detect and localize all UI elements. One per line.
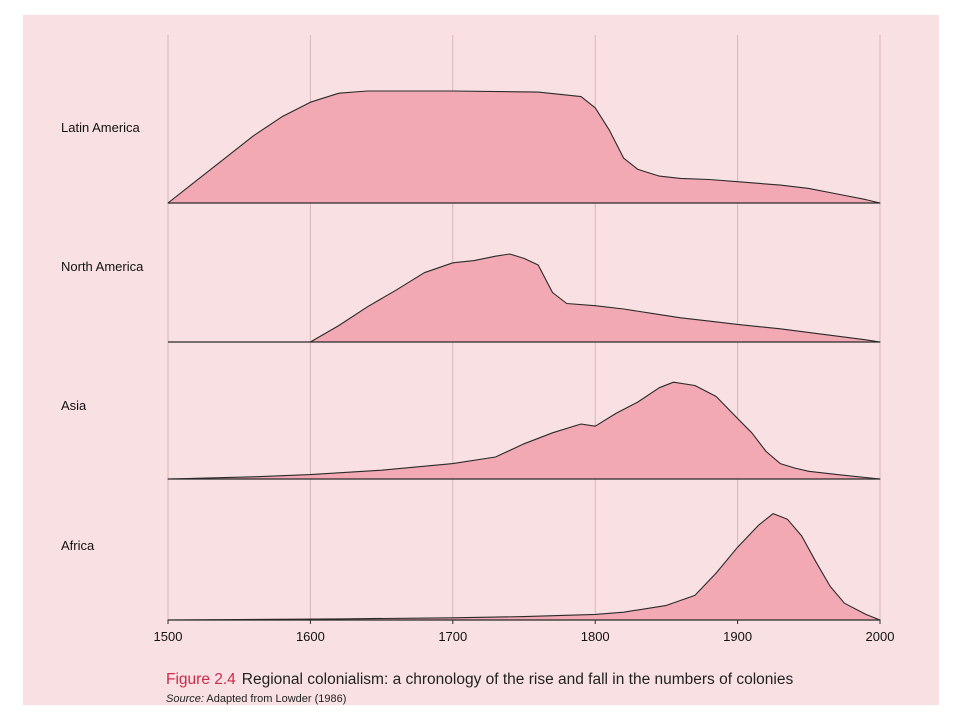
source-label: Source: bbox=[166, 693, 204, 705]
x-tick-label-1800: 1800 bbox=[581, 629, 610, 644]
x-tick-label-1700: 1700 bbox=[438, 629, 467, 644]
area-asia bbox=[167, 381, 881, 480]
chart: Latin America North America Asia Africa 1500… bbox=[61, 35, 894, 644]
x-tick-label-1500: 1500 bbox=[154, 629, 183, 644]
series-label-north-america: North America bbox=[61, 259, 144, 274]
labels: Latin America North America Asia Africa 1500… bbox=[61, 120, 894, 644]
figure-source: Source: Adapted from Lowder (1986) bbox=[166, 693, 346, 705]
source-text: Adapted from Lowder (1986) bbox=[206, 693, 347, 705]
series-label-latin-america: Latin America bbox=[61, 120, 141, 135]
area-latin-america bbox=[167, 90, 881, 204]
series-label-africa: Africa bbox=[61, 538, 95, 553]
axes bbox=[167, 202, 881, 624]
x-tick-label-2000: 2000 bbox=[866, 629, 895, 644]
figure-caption: Figure 2.4 Regional colonialism: a chrono… bbox=[166, 671, 793, 689]
figure-number: Figure 2.4 bbox=[166, 671, 236, 688]
figure-caption-text: Regional colonialism: a chronology of th… bbox=[241, 671, 794, 688]
area-north-america bbox=[309, 253, 881, 343]
areas bbox=[167, 90, 881, 621]
x-tick-label-1900: 1900 bbox=[723, 629, 752, 644]
area-africa bbox=[167, 513, 881, 621]
figure-page: Latin America North America Asia Africa 1500… bbox=[23, 15, 939, 705]
series-label-asia: Asia bbox=[61, 398, 87, 413]
x-tick-label-1600: 1600 bbox=[296, 629, 325, 644]
